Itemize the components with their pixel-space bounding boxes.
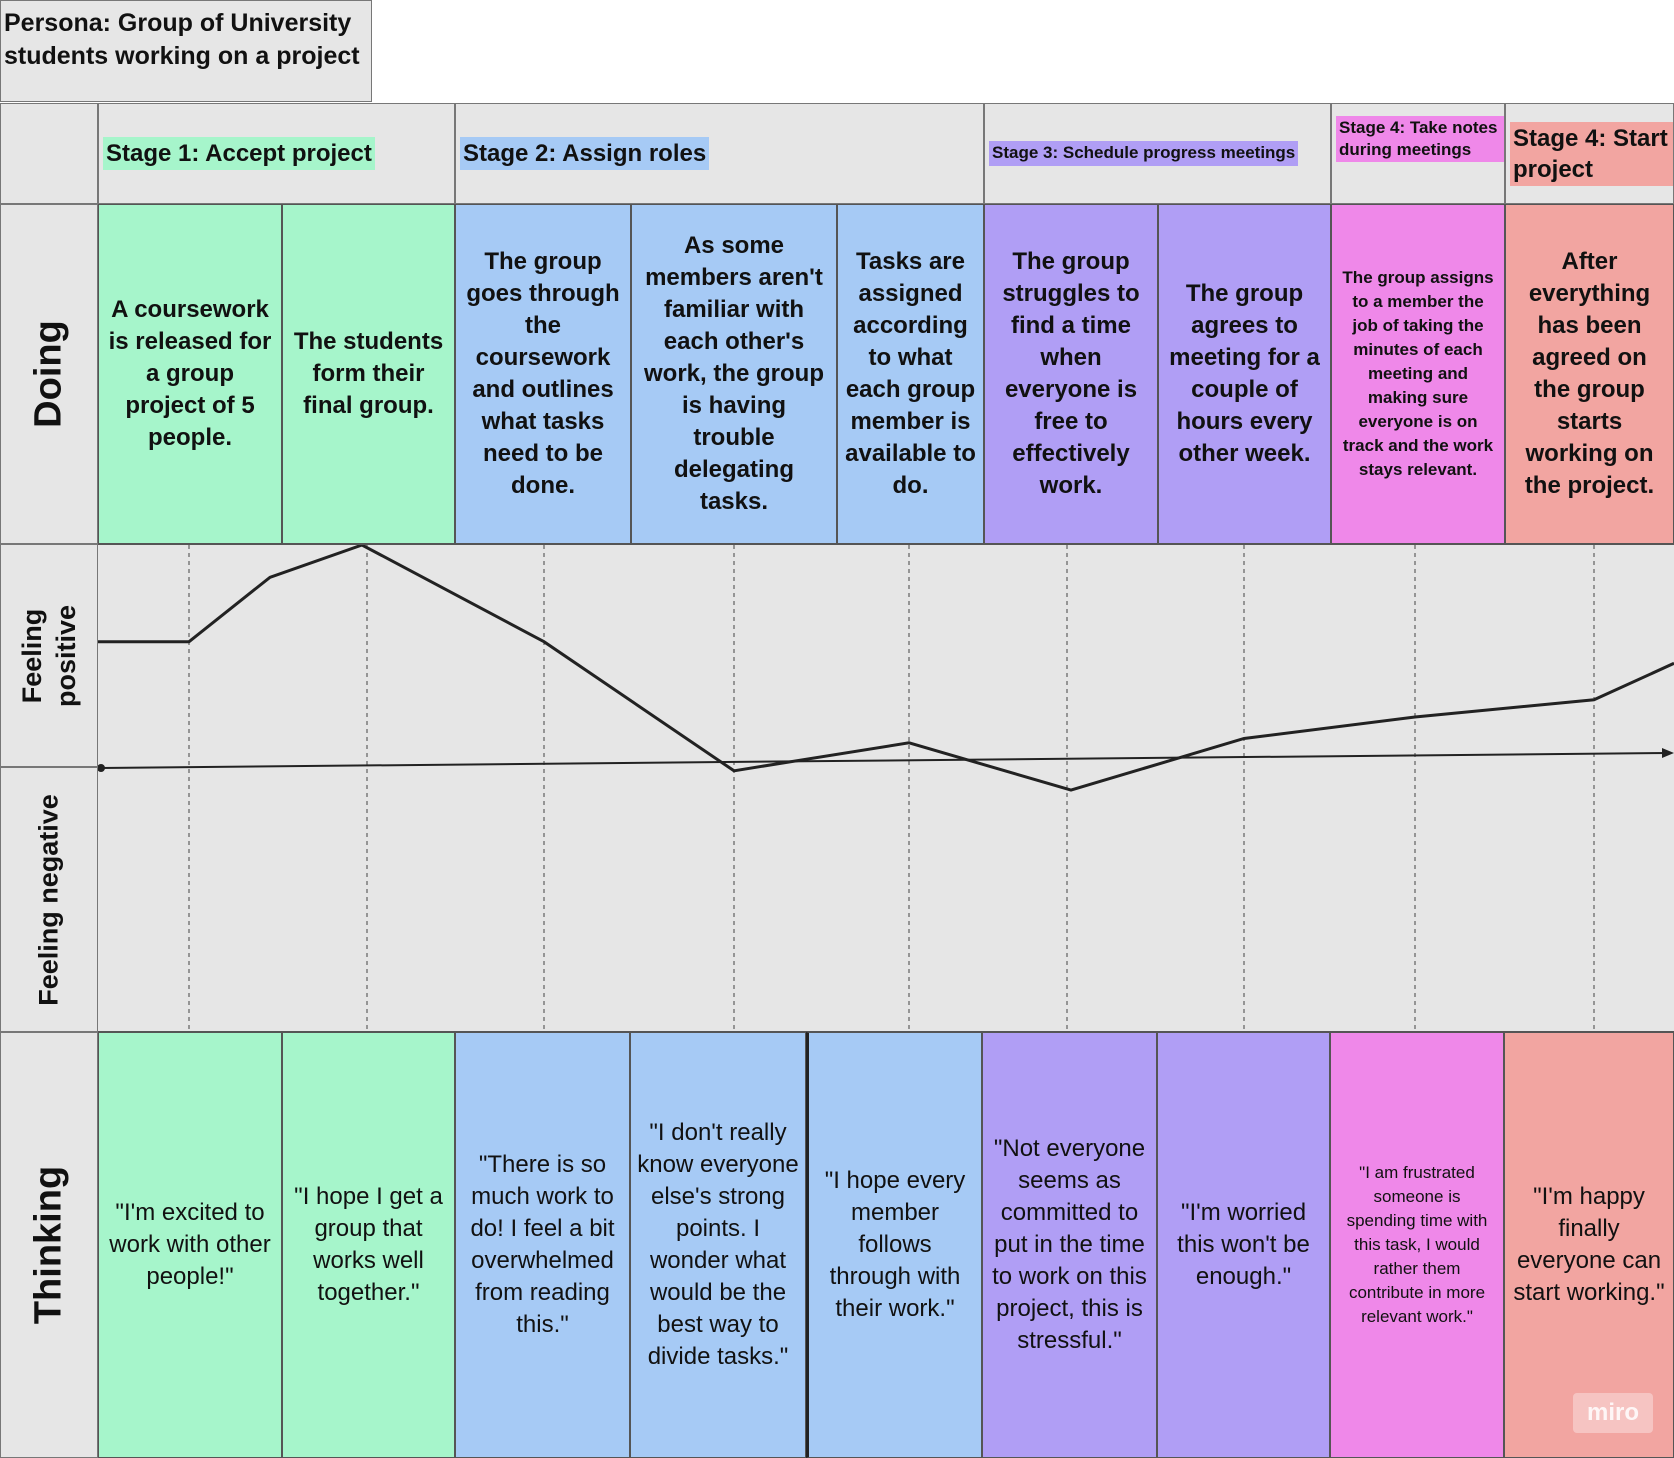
doing-card: The group goes through the coursework an… bbox=[455, 204, 631, 544]
thinking-text: "I don't really know everyone else's str… bbox=[637, 1119, 799, 1370]
miro-watermark: miro bbox=[1573, 1393, 1653, 1433]
stage-label: Stage 2: Assign roles bbox=[460, 136, 710, 171]
doing-card: The students form their final group. bbox=[282, 204, 455, 544]
doing-card: The group assigns to a member the job of… bbox=[1331, 204, 1505, 544]
thinking-card: "I hope I get a group that works well to… bbox=[282, 1032, 455, 1458]
doing-label: Doing bbox=[27, 320, 70, 428]
thinking-card: "There is so much work to do! I feel a b… bbox=[455, 1032, 630, 1458]
doing-text: The group struggles to find a time when … bbox=[1002, 248, 1140, 499]
thinking-card: "I'm happy finally everyone can start wo… bbox=[1504, 1032, 1674, 1458]
doing-card: Tasks are assigned according to what eac… bbox=[837, 204, 984, 544]
stage-label: Stage 4: Take notes during meetings bbox=[1336, 116, 1504, 163]
emotion-curve-svg bbox=[98, 545, 1674, 1033]
thinking-label: Thinking bbox=[27, 1165, 70, 1325]
doing-text: The group assigns to a member the job of… bbox=[1342, 268, 1494, 479]
thinking-card: "Not everyone seems as committed to put … bbox=[982, 1032, 1157, 1458]
stage-header-corner bbox=[0, 103, 98, 204]
thinking-text: "I'm worried this won't be enough." bbox=[1177, 1199, 1310, 1290]
thinking-text: "I am frustrated someone is spending tim… bbox=[1346, 1163, 1488, 1326]
emotion-gridlines bbox=[188, 545, 1595, 1033]
feeling-positive-label: Feeling positive bbox=[17, 604, 81, 707]
stage-label: Stage 1: Accept project bbox=[103, 136, 375, 171]
stage-header-4: Stage 4: Take notes during meetings bbox=[1331, 103, 1505, 204]
stage-label: Stage 4: Start project bbox=[1510, 122, 1673, 187]
thinking-card: "I don't really know everyone else's str… bbox=[630, 1032, 806, 1458]
row-label-thinking: Thinking bbox=[0, 1032, 98, 1458]
doing-text: Tasks are assigned according to what eac… bbox=[845, 248, 976, 499]
doing-text: The students form their final group. bbox=[293, 328, 444, 419]
doing-card: As some members aren't familiar with eac… bbox=[631, 204, 837, 544]
persona-label: Persona: Group of University students wo… bbox=[0, 0, 372, 102]
thinking-text: "I'm happy finally everyone can start wo… bbox=[1513, 1183, 1665, 1306]
doing-card: A coursework is released for a group pro… bbox=[98, 204, 282, 544]
row-label-doing: Doing bbox=[0, 204, 98, 544]
doing-text: The group agrees to meeting for a couple… bbox=[1169, 280, 1320, 467]
stage-header-2: Stage 2: Assign roles bbox=[455, 103, 984, 204]
neutral-axis bbox=[99, 752, 1671, 769]
row-label-feeling-negative: Feeling negative bbox=[0, 767, 98, 1032]
row-label-feeling-positive: Feeling positive bbox=[0, 544, 98, 767]
doing-text: The group goes through the coursework an… bbox=[466, 248, 620, 499]
thinking-text: "I hope every member follows through wit… bbox=[824, 1167, 966, 1322]
thinking-card: "I hope every member follows through wit… bbox=[806, 1032, 982, 1458]
thinking-card: "I am frustrated someone is spending tim… bbox=[1330, 1032, 1504, 1458]
thinking-card: "I'm worried this won't be enough." bbox=[1157, 1032, 1330, 1458]
doing-card: After everything has been agreed on the … bbox=[1505, 204, 1674, 544]
thinking-text: "Not everyone seems as committed to put … bbox=[992, 1135, 1147, 1354]
doing-card: The group struggles to find a time when … bbox=[984, 204, 1158, 544]
stage-header-3: Stage 3: Schedule progress meetings bbox=[984, 103, 1331, 204]
thinking-card: "I'm excited to work with other people!" bbox=[98, 1032, 282, 1458]
thinking-text: "I hope I get a group that works well to… bbox=[294, 1183, 443, 1306]
emotion-curve bbox=[98, 545, 1674, 792]
axis-start-dot bbox=[98, 764, 105, 772]
stage-header-1: Stage 1: Accept project bbox=[98, 103, 455, 204]
thinking-text: "There is so much work to do! I feel a b… bbox=[470, 1151, 615, 1338]
doing-text: After everything has been agreed on the … bbox=[1524, 248, 1655, 499]
doing-text: As some members aren't familiar with eac… bbox=[644, 232, 824, 515]
axis-arrowhead bbox=[1662, 748, 1674, 758]
feeling-negative-label: Feeling negative bbox=[33, 793, 64, 1006]
doing-card: The group agrees to meeting for a couple… bbox=[1158, 204, 1331, 544]
stage-header-5: Stage 4: Start project bbox=[1505, 103, 1674, 204]
thinking-text: "I'm excited to work with other people!" bbox=[109, 1199, 271, 1290]
doing-text: A coursework is released for a group pro… bbox=[108, 296, 272, 451]
emotion-chart-area bbox=[98, 544, 1674, 1033]
stage-label: Stage 3: Schedule progress meetings bbox=[989, 141, 1299, 166]
